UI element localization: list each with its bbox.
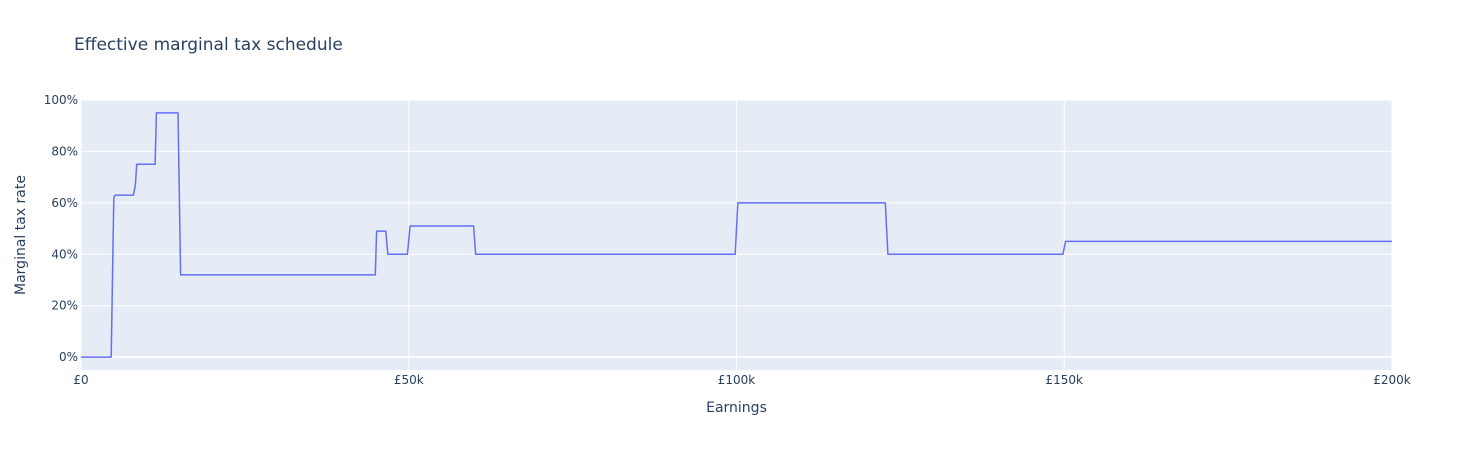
- gridlines: [80, 99, 1393, 370]
- y-axis-ticks: 0% 20% 40% 60% 80% 100%: [44, 93, 78, 364]
- y-tick-label: 60%: [51, 196, 78, 210]
- x-tick-label: £150k: [1046, 373, 1084, 387]
- x-tick-label: £0: [73, 373, 88, 387]
- y-axis-title: Marginal tax rate: [13, 175, 29, 295]
- series-layer: [81, 112, 1392, 358]
- x-tick-label: £200k: [1373, 373, 1411, 387]
- y-tick-label: 20%: [51, 299, 78, 313]
- x-axis-title: Earnings: [706, 400, 767, 416]
- y-tick-label: 100%: [44, 93, 78, 107]
- y-tick-label: 0%: [59, 350, 78, 364]
- x-axis-ticks: £0 £50k £100k £150k £200k: [73, 373, 1410, 387]
- y-tick-label: 80%: [51, 144, 78, 158]
- x-tick-label: £50k: [394, 373, 424, 387]
- series-line: [81, 112, 1392, 358]
- y-tick-label: 40%: [51, 247, 78, 261]
- x-tick-label: £100k: [718, 373, 756, 387]
- chart-title: Effective marginal tax schedule: [74, 35, 343, 55]
